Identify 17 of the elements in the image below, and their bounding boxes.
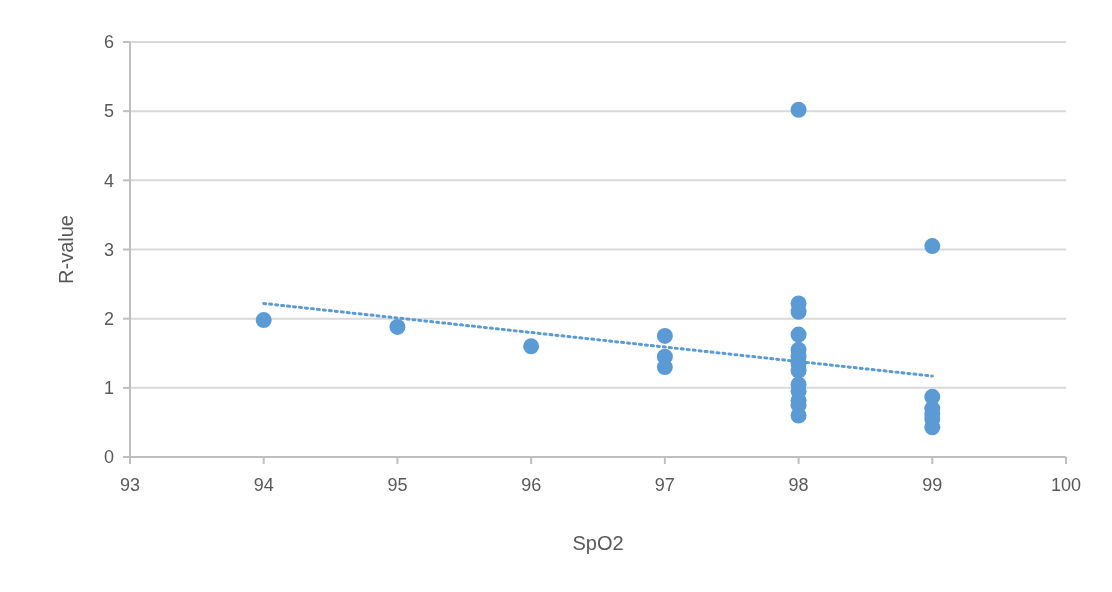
y-tick-label: 0 — [103, 447, 114, 468]
x-tick-label: 100 — [1050, 475, 1082, 495]
y-tick-label: 4 — [103, 170, 114, 191]
x-tick-label: 94 — [253, 475, 274, 495]
x-tick-label: 97 — [654, 475, 675, 495]
y-axis-title: R-value — [55, 215, 77, 284]
x-axis-title: SpO2 — [572, 532, 624, 554]
y-tick-label: 2 — [103, 308, 114, 329]
x-tick-label: 95 — [387, 475, 408, 495]
x-tick-label: 93 — [119, 475, 141, 495]
y-tick-label: 1 — [103, 378, 114, 399]
x-tick-label: 98 — [788, 475, 809, 495]
x-tick-label: 99 — [922, 475, 943, 495]
x-tick-label: 96 — [521, 475, 542, 495]
y-tick-label: 3 — [103, 239, 114, 260]
y-tick-label: 6 — [103, 32, 114, 53]
y-tick-label: 5 — [103, 101, 114, 122]
